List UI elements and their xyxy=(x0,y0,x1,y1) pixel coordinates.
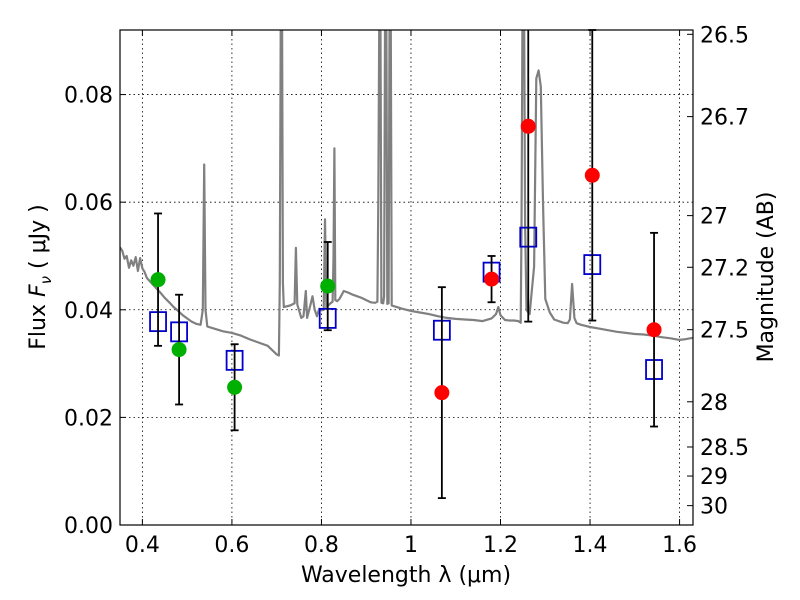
mag-tick-label: 26.7 xyxy=(700,106,749,131)
mag-tick-label: 27.5 xyxy=(700,319,749,344)
y-tick-label: 0.06 xyxy=(64,191,113,216)
observed-point-red xyxy=(484,271,500,287)
plot-data xyxy=(120,30,693,357)
y-tick-label: 0.04 xyxy=(64,299,113,324)
y-axis-title-sub: ν xyxy=(37,276,55,284)
mag-tick-label: 27 xyxy=(700,205,728,230)
x-tick-label: 1.6 xyxy=(662,533,697,558)
y-tick-label: 0.02 xyxy=(64,406,113,431)
mag-tick-label: 29 xyxy=(700,465,728,490)
observed-point-red xyxy=(646,322,662,338)
observed-point-green xyxy=(150,272,166,288)
y-axis-title: Flux Fν ( μJy ) xyxy=(26,204,55,349)
y-tick-label: 0.08 xyxy=(64,84,113,109)
y-axis-title-suffix: ( μJy ) xyxy=(26,204,51,276)
x-tick-label: 1.2 xyxy=(483,533,518,558)
mag-tick-label: 28 xyxy=(700,391,728,416)
observed-point-green xyxy=(171,342,187,358)
x-tick-label: 0.4 xyxy=(125,533,160,558)
mag-tick-label: 30 xyxy=(700,495,728,520)
mag-tick-label: 26.5 xyxy=(700,23,749,48)
y-axis-title-var: F xyxy=(26,284,51,297)
mag-tick-label: 28.5 xyxy=(700,436,749,461)
y-axis-title-prefix: Flux xyxy=(26,297,51,350)
y-tick-label: 0.00 xyxy=(64,514,113,539)
mag-tick-label: 27.2 xyxy=(700,256,749,281)
plot-frame xyxy=(119,29,694,526)
axes: 0.4 0.6 0.8 1 1.2 1.4 1.6 0.00 0.02 0.04 0.06 0.08 2… xyxy=(64,23,749,558)
x-tick-label: 1.4 xyxy=(573,533,608,558)
x-tick-label: 1 xyxy=(404,533,418,558)
observed-point-green xyxy=(320,278,336,294)
x-tick-label: 0.6 xyxy=(214,533,249,558)
x-axis-title: Wavelength λ (μm) xyxy=(301,563,511,588)
observed-point-red xyxy=(584,167,600,183)
grid-lines xyxy=(120,30,693,526)
observed-point-green xyxy=(227,379,243,395)
observed-point-red xyxy=(520,118,536,134)
spectrum-line xyxy=(120,30,693,357)
x-tick-label: 0.8 xyxy=(304,533,339,558)
observed-point-red xyxy=(434,385,450,401)
y2-axis-title: Magnitude (AB) xyxy=(754,192,779,363)
plot-markers xyxy=(149,29,663,499)
